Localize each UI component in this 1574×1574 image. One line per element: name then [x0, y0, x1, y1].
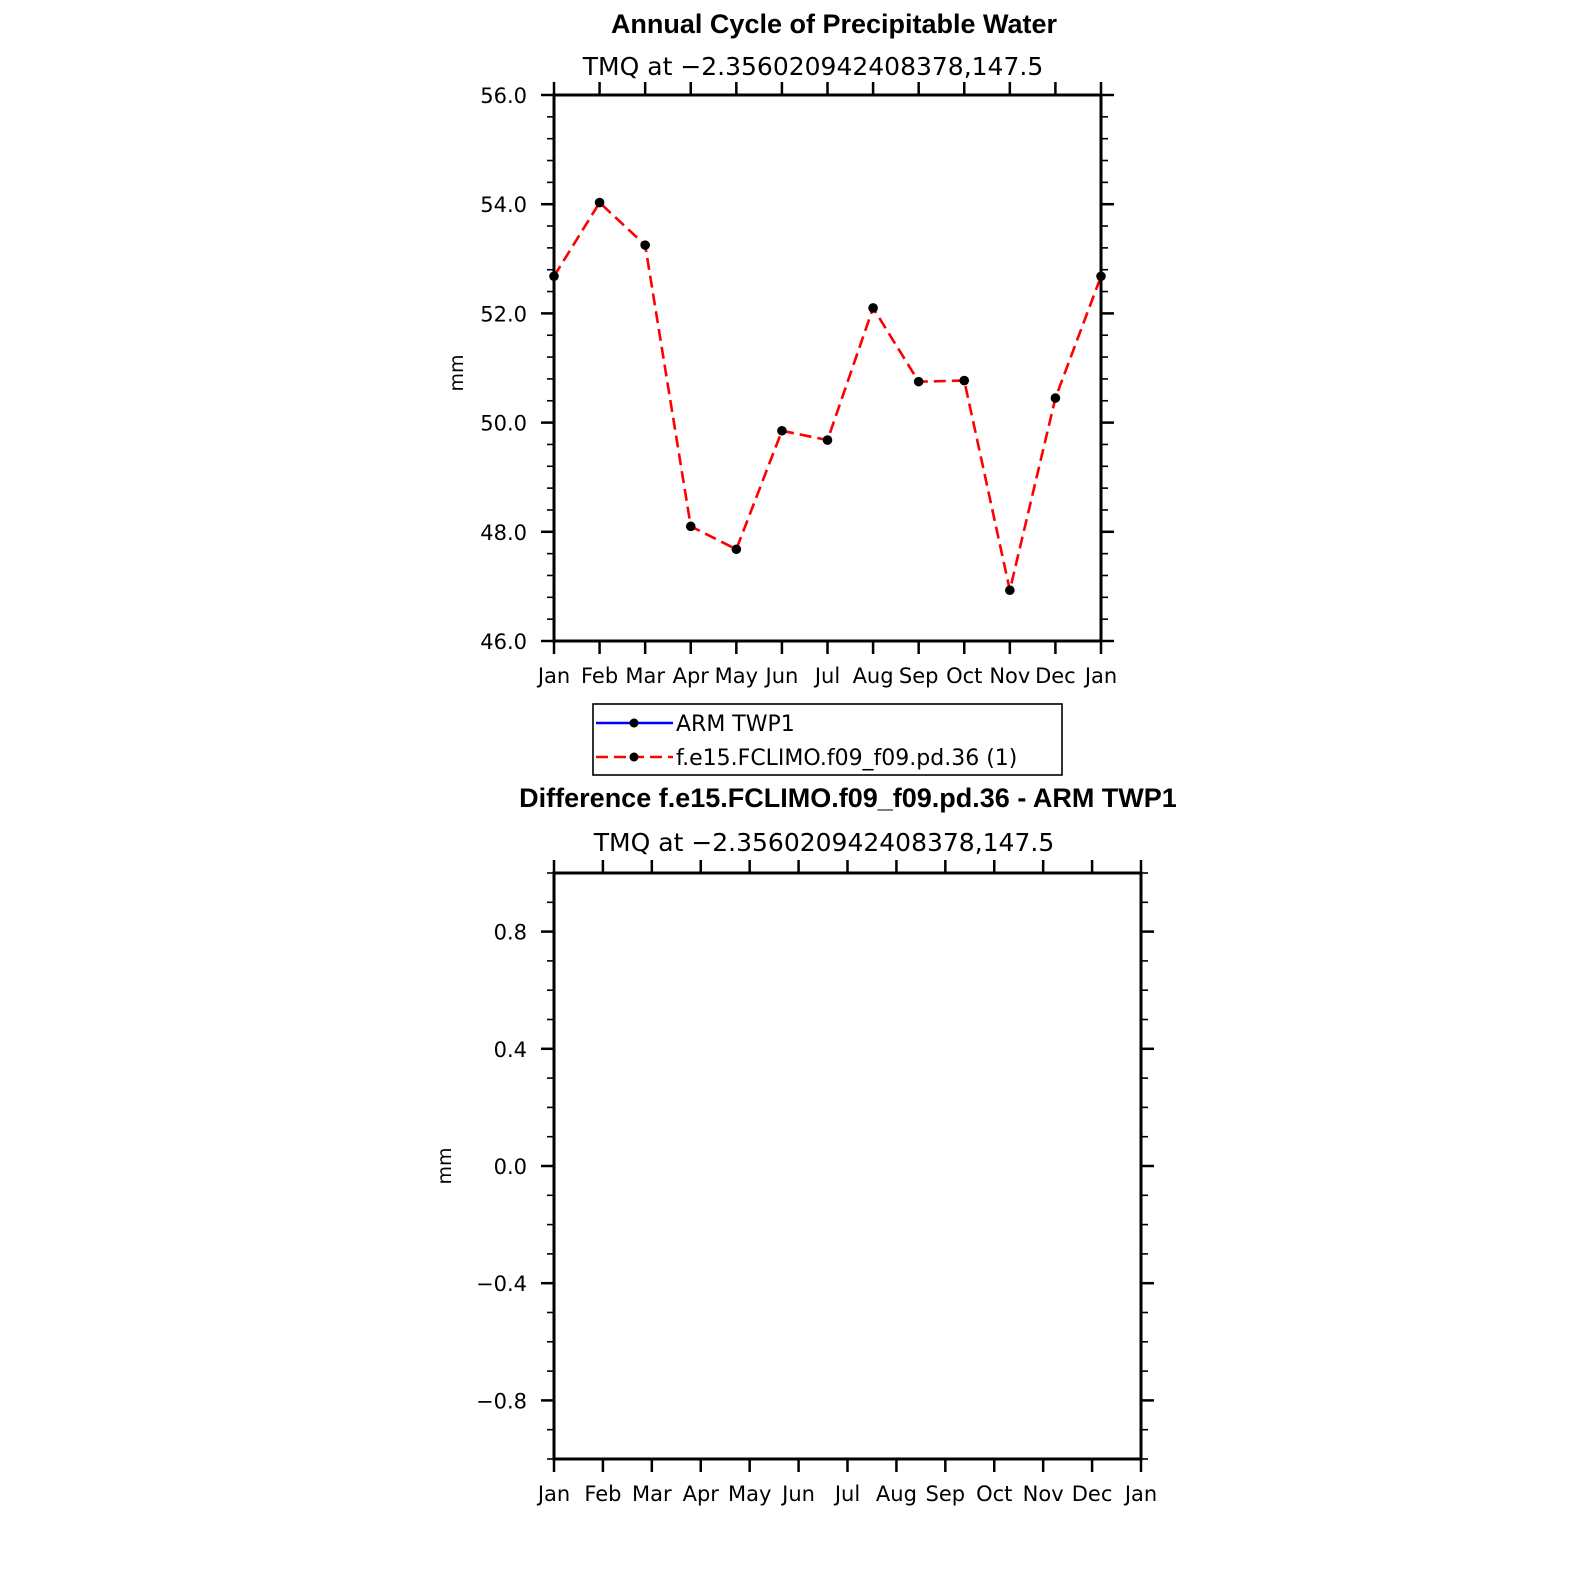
top-plot-frame: [552, 93, 1103, 643]
bottom-panel: Difference f.e15.FCLIMO.f09_f09.pd.36 - …: [434, 783, 1177, 1506]
bottom-title: Difference f.e15.FCLIMO.f09_f09.pd.36 - …: [519, 783, 1177, 813]
top-ytick-label: 48.0: [480, 521, 527, 545]
bottom-xtick-label: May: [728, 1482, 771, 1506]
top-xtick-label: Sep: [899, 664, 939, 688]
top-panel: Annual Cycle of Precipitable Water TMQ a…: [446, 9, 1117, 688]
bottom-xtick-label: Jan: [1123, 1482, 1157, 1506]
legend: ARM TWP1 f.e15.FCLIMO.f09_f09.pd.36 (1): [592, 703, 1063, 776]
bottom-ytick-label: 0.8: [494, 921, 527, 945]
bottom-y-tick-labels: 0.8 0.4 0.0 −0.4 −0.8: [476, 921, 527, 1414]
top-xtick-label: Jun: [764, 664, 799, 688]
data-point: [640, 240, 650, 250]
bottom-xtick-label: Jul: [833, 1482, 860, 1506]
bottom-y-axis-label: mm: [434, 1147, 456, 1184]
bottom-ytick-label: −0.8: [476, 1389, 527, 1413]
top-y-axis-label: mm: [446, 354, 468, 391]
bottom-xtick-label: Aug: [876, 1482, 917, 1506]
top-xtick-label: Aug: [853, 664, 894, 688]
legend-label-arm: ARM TWP1: [676, 712, 795, 737]
top-xtick-label: Apr: [673, 664, 710, 688]
top-y-tick-labels: 56.0 54.0 52.0 50.0 48.0 46.0: [480, 84, 527, 654]
top-title: Annual Cycle of Precipitable Water: [611, 9, 1058, 39]
top-xtick-label: Dec: [1035, 664, 1076, 688]
data-point: [594, 197, 605, 208]
top-xtick-label: Jul: [813, 664, 840, 688]
top-xtick-label: Jan: [1083, 664, 1117, 688]
bottom-ytick-label: 0.4: [494, 1038, 527, 1062]
top-xtick-label: Jan: [536, 664, 570, 688]
top-xtick-label: May: [715, 664, 758, 688]
legend-marker-model: [629, 752, 639, 762]
bottom-xtick-label: Mar: [632, 1482, 672, 1506]
data-point: [959, 375, 970, 386]
top-subtitle: TMQ at −2.356020942408378,147.5: [582, 52, 1043, 81]
bottom-ytick-label: 0.0: [494, 1155, 527, 1179]
data-point: [1005, 585, 1015, 596]
bottom-xtick-label: Jun: [780, 1482, 815, 1506]
bottom-axis-ticks: [541, 860, 1154, 1472]
data-point: [868, 303, 878, 313]
data-point: [685, 521, 696, 532]
bottom-subtitle: TMQ at −2.356020942408378,147.5: [593, 828, 1054, 857]
top-xtick-label: Mar: [625, 664, 665, 688]
data-point: [777, 425, 787, 436]
bottom-xtick-label: Feb: [584, 1482, 621, 1506]
top-xtick-label: Nov: [989, 664, 1030, 688]
legend-label-model: f.e15.FCLIMO.f09_f09.pd.36 (1): [676, 746, 1017, 771]
data-point: [822, 435, 833, 445]
top-axis-ticks: [541, 82, 1114, 654]
top-x-tick-labels: Jan Feb Mar Apr May Jun Jul Aug Sep Oct …: [536, 664, 1117, 688]
top-xtick-label: Oct: [946, 664, 982, 688]
bottom-plot-frame: [552, 871, 1143, 1461]
bottom-xtick-label: Nov: [1023, 1482, 1064, 1506]
top-ytick-label: 46.0: [480, 630, 527, 654]
data-point: [913, 376, 924, 387]
top-ytick-label: 54.0: [480, 193, 527, 217]
bottom-ytick-label: −0.4: [476, 1272, 527, 1296]
bottom-xtick-label: Sep: [926, 1482, 966, 1506]
bottom-xtick-label: Apr: [683, 1482, 720, 1506]
bottom-xtick-label: Jan: [536, 1482, 570, 1506]
top-series-group: [549, 197, 1106, 596]
data-point: [731, 544, 742, 555]
bottom-x-tick-labels: Jan Feb Mar Apr May Jun Jul Aug Sep Oct …: [536, 1482, 1157, 1506]
legend-marker-arm: [629, 718, 639, 728]
top-ytick-label: 56.0: [480, 84, 527, 108]
bottom-xtick-label: Oct: [976, 1482, 1012, 1506]
data-point: [1050, 393, 1061, 403]
top-ytick-label: 50.0: [480, 412, 527, 436]
legend-box: [592, 703, 1063, 776]
top-ytick-label: 52.0: [480, 302, 527, 326]
series-line-1: [552, 200, 1103, 591]
top-xtick-label: Feb: [581, 664, 618, 688]
bottom-xtick-label: Dec: [1072, 1482, 1113, 1506]
